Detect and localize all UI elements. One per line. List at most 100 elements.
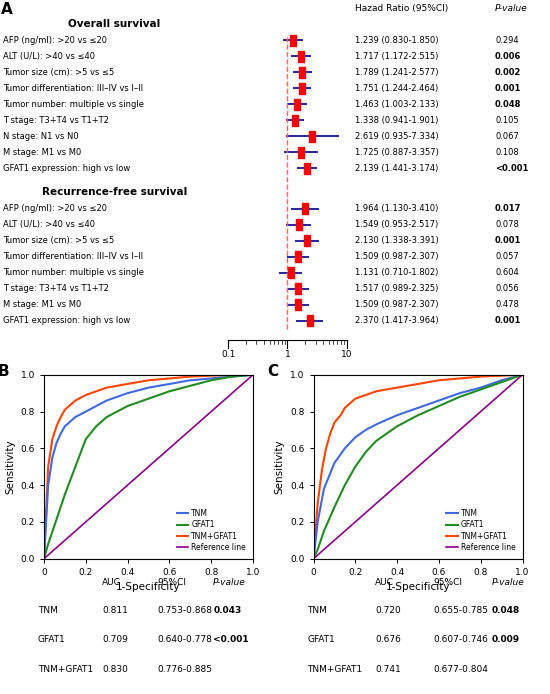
Text: 0.043: 0.043 [213, 606, 241, 615]
Text: AFP (ng/ml): >20 vs ≤20: AFP (ng/ml): >20 vs ≤20 [3, 35, 107, 44]
Text: 0.478: 0.478 [495, 301, 519, 310]
Text: 1.517 (0.989-2.325): 1.517 (0.989-2.325) [355, 285, 438, 293]
Legend: TNM, GFAT1, TNM+GFAT1, Reference line: TNM, GFAT1, TNM+GFAT1, Reference line [174, 506, 249, 555]
Text: 1.131 (0.710-1.802): 1.131 (0.710-1.802) [355, 268, 438, 277]
Text: Tumor size (cm): >5 vs ≤5: Tumor size (cm): >5 vs ≤5 [3, 68, 114, 76]
Bar [304, 235, 310, 246]
Text: 0.811: 0.811 [102, 606, 128, 615]
Text: Tumor differentiation: III–IV vs I–II: Tumor differentiation: III–IV vs I–II [3, 84, 143, 93]
Text: P-value: P-value [495, 3, 528, 12]
Text: 0.709: 0.709 [102, 636, 128, 645]
Text: 0.001: 0.001 [495, 316, 521, 325]
Text: 1.964 (1.130-3.410): 1.964 (1.130-3.410) [355, 204, 438, 213]
Text: <0.001: <0.001 [213, 636, 249, 645]
Bar [304, 163, 310, 174]
Bar [294, 99, 300, 110]
Bar [288, 267, 294, 278]
Text: Overall survival: Overall survival [68, 19, 160, 29]
X-axis label: 1-Specificity: 1-Specificity [386, 582, 450, 592]
Bar [298, 147, 304, 158]
Text: GFAT1 expression: high vs low: GFAT1 expression: high vs low [3, 164, 130, 173]
Text: C: C [267, 364, 279, 379]
Bar [306, 315, 312, 326]
Bar [290, 35, 296, 46]
Text: P-value: P-value [491, 578, 524, 587]
Text: 1.509 (0.987-2.307): 1.509 (0.987-2.307) [355, 252, 438, 261]
Text: 0.048: 0.048 [491, 606, 520, 615]
Text: 1.751 (1.244-2.464): 1.751 (1.244-2.464) [355, 84, 438, 93]
Text: Tumor size (cm): >5 vs ≤5: Tumor size (cm): >5 vs ≤5 [3, 236, 114, 245]
Text: ALT (U/L): >40 vs ≤40: ALT (U/L): >40 vs ≤40 [3, 51, 95, 60]
Bar [292, 115, 298, 126]
Bar [295, 283, 301, 294]
Text: 1.463 (1.003-2.133): 1.463 (1.003-2.133) [355, 100, 438, 109]
Text: 0.640-0.778: 0.640-0.778 [158, 636, 213, 645]
Text: 2.130 (1.338-3.391): 2.130 (1.338-3.391) [355, 236, 438, 245]
Text: TNM: TNM [37, 606, 58, 615]
Text: 0.655-0.785: 0.655-0.785 [433, 606, 488, 615]
Text: 0.1: 0.1 [221, 350, 235, 359]
Bar [302, 203, 308, 214]
Text: 0.776-0.885: 0.776-0.885 [158, 666, 213, 675]
Text: 1.549 (0.953-2.517): 1.549 (0.953-2.517) [355, 220, 438, 229]
Text: A: A [1, 2, 13, 17]
Text: 95%CI: 95%CI [158, 578, 187, 587]
Text: 1.338 (0.941-1.901): 1.338 (0.941-1.901) [355, 116, 438, 125]
Text: 1.509 (0.987-2.307): 1.509 (0.987-2.307) [355, 301, 438, 310]
Text: Tumor differentiation: III–IV vs I–II: Tumor differentiation: III–IV vs I–II [3, 252, 143, 261]
Y-axis label: Sensitivity: Sensitivity [5, 439, 15, 494]
Text: 0.741: 0.741 [375, 666, 401, 675]
Text: AUC: AUC [375, 578, 394, 587]
Text: 0.048: 0.048 [495, 100, 521, 109]
Text: AUC: AUC [102, 578, 121, 587]
Text: 95%CI: 95%CI [433, 578, 462, 587]
Text: ALT (U/L): >40 vs ≤40: ALT (U/L): >40 vs ≤40 [3, 220, 95, 229]
Bar [298, 51, 304, 62]
X-axis label: 1-Specificity: 1-Specificity [116, 582, 181, 592]
Text: 0.078: 0.078 [495, 220, 519, 229]
Text: 0.830: 0.830 [102, 666, 128, 675]
Text: TNM: TNM [307, 606, 327, 615]
Text: 0.056: 0.056 [495, 285, 519, 293]
Text: 2.370 (1.417-3.964): 2.370 (1.417-3.964) [355, 316, 438, 325]
Text: 0.057: 0.057 [495, 252, 519, 261]
Text: 0.676: 0.676 [375, 636, 401, 645]
Text: 0.677-0.804: 0.677-0.804 [433, 666, 488, 675]
Text: 0.017: 0.017 [495, 204, 521, 213]
Text: GFAT1 expression: high vs low: GFAT1 expression: high vs low [3, 316, 130, 325]
Text: 0.001: 0.001 [495, 236, 521, 245]
Text: 0.294: 0.294 [495, 35, 519, 44]
Text: 1.725 (0.887-3.357): 1.725 (0.887-3.357) [355, 148, 439, 157]
Text: 1.717 (1.172-2.515): 1.717 (1.172-2.515) [355, 51, 438, 60]
Text: 0.720: 0.720 [375, 606, 401, 615]
Text: <0.001: <0.001 [495, 164, 529, 173]
Text: 0.009: 0.009 [491, 636, 519, 645]
Bar [309, 131, 315, 142]
Text: 2.139 (1.441-3.174): 2.139 (1.441-3.174) [355, 164, 438, 173]
Text: Hazad Ratio (95%CI): Hazad Ratio (95%CI) [355, 3, 448, 12]
Text: 1.789 (1.241-2.577): 1.789 (1.241-2.577) [355, 68, 438, 76]
Text: 0.607-0.746: 0.607-0.746 [433, 636, 488, 645]
Y-axis label: Sensitivity: Sensitivity [274, 439, 284, 494]
Text: GFAT1: GFAT1 [37, 636, 65, 645]
Text: P-value: P-value [213, 578, 246, 587]
Text: 0.604: 0.604 [495, 268, 519, 277]
Text: M stage: M1 vs M0: M stage: M1 vs M0 [3, 301, 81, 310]
Text: Tumor number: multiple vs single: Tumor number: multiple vs single [3, 268, 144, 277]
Text: Tumor number: multiple vs single: Tumor number: multiple vs single [3, 100, 144, 109]
Text: T stage: T3+T4 vs T1+T2: T stage: T3+T4 vs T1+T2 [3, 285, 109, 293]
Text: 2.619 (0.935-7.334): 2.619 (0.935-7.334) [355, 132, 438, 141]
Text: TNM+GFAT1: TNM+GFAT1 [37, 666, 93, 675]
Text: 1: 1 [284, 350, 290, 359]
Bar [295, 251, 301, 262]
Text: M stage: M1 vs M0: M stage: M1 vs M0 [3, 148, 81, 157]
Text: 0.002: 0.002 [495, 68, 521, 76]
Text: 0.067: 0.067 [495, 132, 519, 141]
Text: Recurrence-free survival: Recurrence-free survival [41, 187, 187, 198]
Text: AFP (ng/ml): >20 vs ≤20: AFP (ng/ml): >20 vs ≤20 [3, 204, 107, 213]
Text: 0.108: 0.108 [495, 148, 519, 157]
Bar [295, 219, 301, 230]
Text: TNM+GFAT1: TNM+GFAT1 [307, 666, 362, 675]
Text: N stage: N1 vs N0: N stage: N1 vs N0 [3, 132, 78, 141]
Bar [299, 83, 305, 94]
